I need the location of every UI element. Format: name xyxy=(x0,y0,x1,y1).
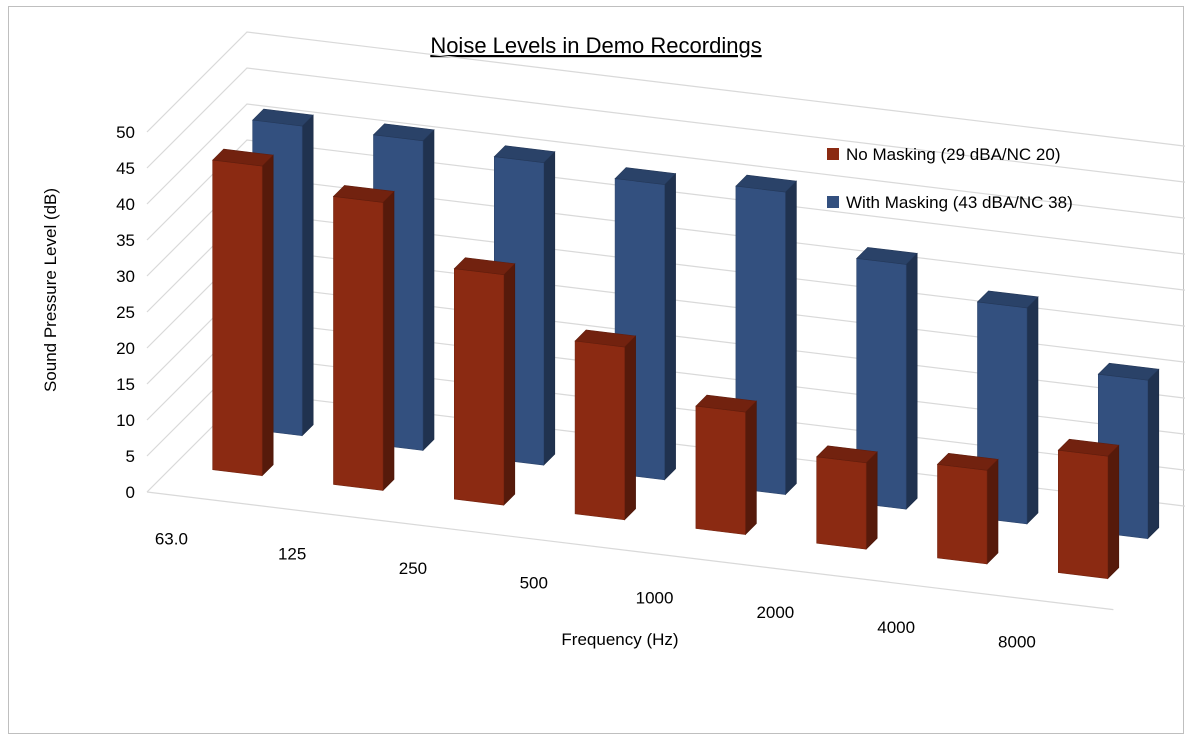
bar-no-masking xyxy=(1057,438,1120,580)
x-tick-label: 63.0 xyxy=(155,530,188,549)
bar-no-masking xyxy=(936,452,999,565)
y-axis-title: Sound Pressure Level (dB) xyxy=(41,188,60,392)
legend: No Masking (29 dBA/NC 20) With Masking (… xyxy=(827,145,1073,212)
bar-no-masking xyxy=(212,148,274,477)
chart-container: Noise Levels in Demo Recordings 0 5 10 15 20… xyxy=(8,6,1185,734)
y-tick-label: 35 xyxy=(116,231,135,250)
bar-no-masking xyxy=(332,185,395,492)
bar-with-masking xyxy=(856,247,918,510)
x-tick-label: 8000 xyxy=(998,633,1036,652)
y-tick-label: 25 xyxy=(116,303,135,322)
y-tick-label: 5 xyxy=(126,447,135,466)
x-axis-ticks: 63.0 125 250 500 1000 2000 4000 8000 xyxy=(155,530,1036,652)
y-tick-label: 45 xyxy=(116,159,135,178)
bar-with-masking xyxy=(493,145,556,466)
bar-no-masking xyxy=(574,329,637,521)
legend-label-no-masking: No Masking (29 dBA/NC 20) xyxy=(846,145,1060,164)
x-tick-label: 2000 xyxy=(756,603,794,622)
no-masking-bars xyxy=(212,148,1120,580)
y-tick-label: 15 xyxy=(116,375,135,394)
chart-title: Noise Levels in Demo Recordings xyxy=(430,33,761,58)
y-tick-label: 0 xyxy=(126,483,135,502)
gridline xyxy=(146,139,1185,255)
y-tick-label: 10 xyxy=(116,411,135,430)
floor-edge xyxy=(146,491,1114,611)
gridline xyxy=(146,31,1185,147)
x-tick-label: 4000 xyxy=(877,618,915,637)
bar-with-masking xyxy=(252,108,314,437)
y-tick-label: 40 xyxy=(116,195,135,214)
x-tick-label: 500 xyxy=(520,574,548,593)
x-tick-label: 125 xyxy=(278,544,306,563)
gridline xyxy=(146,103,1185,219)
x-tick-label: 1000 xyxy=(636,588,674,607)
legend-swatch-no-masking xyxy=(827,148,839,160)
legend-label-with-masking: With Masking (43 dBA/NC 38) xyxy=(846,193,1073,212)
y-tick-label: 20 xyxy=(116,339,135,358)
bar-chart-3d: Noise Levels in Demo Recordings 0 5 10 15 20… xyxy=(41,31,1185,652)
bar-no-masking xyxy=(816,445,878,550)
y-tick-label: 30 xyxy=(116,267,135,286)
x-tick-label: 250 xyxy=(399,559,427,578)
x-axis-title: Frequency (Hz) xyxy=(561,630,678,649)
bar-no-masking xyxy=(453,257,516,506)
gridline xyxy=(146,67,1185,183)
bar-no-masking xyxy=(695,394,758,536)
y-tick-label: 50 xyxy=(116,123,135,142)
y-axis-ticks: 0 5 10 15 20 25 30 35 40 45 50 xyxy=(116,123,135,502)
legend-swatch-with-masking xyxy=(827,196,839,208)
